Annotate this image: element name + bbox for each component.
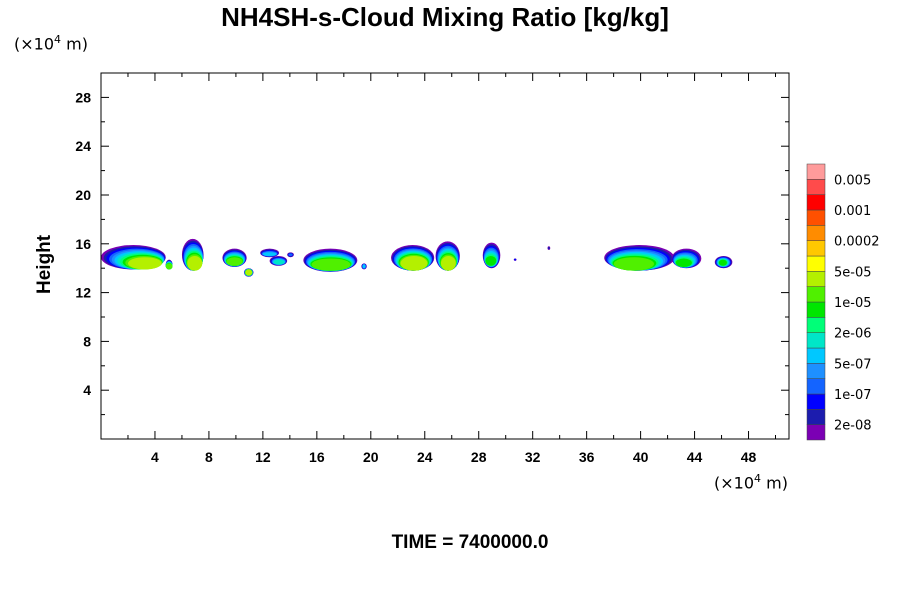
colorbar-swatch [806, 286, 826, 303]
cloud-contour [245, 269, 253, 276]
colorbar-label: 5e-05 [834, 265, 872, 280]
colorbar-label: 1e-05 [834, 296, 872, 311]
colorbar-label: 0.005 [834, 173, 871, 188]
cloud-cell [269, 256, 288, 266]
cloud-cell [604, 245, 675, 271]
y-tick-label: 12 [75, 285, 91, 301]
cloud-contour [362, 264, 366, 269]
cloud-contour [514, 258, 517, 261]
x-tick-label: 28 [471, 449, 487, 465]
x-tick-label: 20 [363, 449, 379, 465]
cloud-cell [547, 246, 551, 250]
y-tick-label: 16 [75, 236, 91, 252]
cloud-contour [613, 257, 655, 271]
cloud-contour [311, 258, 351, 271]
cloud-contour [485, 256, 497, 266]
colorbar-label: 1e-07 [834, 388, 872, 403]
plot-frame [100, 72, 790, 440]
cloud-cell [101, 245, 166, 270]
x-tick-label: 40 [633, 449, 649, 465]
cloud-cell [260, 248, 280, 258]
x-tick-label: 4 [151, 449, 159, 465]
colorbar-swatch [806, 363, 826, 379]
x-tick-label: 8 [205, 449, 213, 465]
colorbar-swatch [806, 378, 826, 395]
cloud-contour [547, 246, 550, 250]
cloud-contour [187, 256, 203, 271]
cloud-contour [165, 263, 173, 270]
cloud-cell [303, 248, 358, 272]
colorbar-swatch [806, 301, 826, 318]
colorbar-label: 2e-08 [834, 419, 872, 434]
colorbar-swatch [806, 317, 826, 333]
cloud-contour [675, 258, 692, 267]
y-axis-unit: (×104 m) [14, 33, 88, 54]
colorbar-label: 0.001 [834, 204, 871, 219]
cloud-contour [273, 259, 285, 265]
colorbar-swatch [806, 393, 826, 410]
cloud-contour [127, 257, 162, 270]
colorbar-swatch [806, 163, 826, 180]
colorbar-swatch [806, 194, 826, 211]
cloud-contour [718, 259, 727, 266]
y-tick-label: 20 [75, 187, 91, 203]
colorbar-swatch [806, 347, 826, 364]
time-label: TIME = 7400000.0 [391, 532, 549, 553]
colorbar-label: 5e-07 [834, 357, 872, 372]
cloud-cell [361, 263, 367, 270]
cloud-field [101, 238, 733, 277]
x-tick-label: 36 [579, 449, 595, 465]
colorbar-swatch [806, 209, 826, 226]
cloud-cell [165, 259, 173, 270]
cloud-cell [714, 256, 733, 269]
y-tick-label: 4 [83, 382, 91, 398]
cloud-cell [435, 241, 460, 271]
x-tick-label: 44 [687, 449, 703, 465]
y-tick-label: 8 [83, 333, 91, 349]
colorbar-swatch [806, 225, 826, 241]
cloud-cell [671, 248, 702, 269]
chart-title: NH4SH-s-Cloud Mixing Ratio [kg/kg] [221, 2, 669, 32]
colorbar-swatch [806, 179, 826, 195]
colorbar-swatch [806, 271, 826, 287]
cloud-cell [287, 252, 294, 258]
cloud-contour [226, 257, 243, 266]
cloud-cell [482, 242, 501, 269]
colorbar-swatch [806, 240, 826, 257]
cloud-cell [222, 248, 247, 267]
colorbar-swatch [806, 424, 826, 441]
colorbar-label: 2e-06 [834, 327, 872, 342]
x-tick-label: 24 [417, 449, 433, 465]
cloud-contour [262, 252, 277, 256]
y-tick-label: 28 [75, 89, 91, 105]
cloud-contour [440, 256, 456, 271]
cloud-cell [243, 268, 254, 277]
cloud-cell [513, 258, 517, 261]
y-tick-label: 24 [75, 138, 91, 154]
colorbar-swatch [806, 255, 826, 272]
cloud-contour [400, 256, 428, 271]
x-tick-label: 48 [741, 449, 757, 465]
x-tick-label: 32 [525, 449, 541, 465]
cloud-cell [181, 238, 204, 271]
colorbar-label: 0.0002 [834, 235, 880, 250]
x-axis-unit: (×104 m) [714, 472, 788, 493]
cloud-cell [391, 245, 435, 271]
x-tick-label: 16 [309, 449, 325, 465]
cloud-contour [288, 253, 293, 256]
x-tick-label: 12 [255, 449, 271, 465]
colorbar-swatch [806, 409, 826, 425]
colorbar-swatch [806, 332, 826, 349]
colorbar: 2e-08 1e-07 5e-07 2e-06 1e-05 5e-05 0.0002 0.00… [806, 163, 880, 441]
